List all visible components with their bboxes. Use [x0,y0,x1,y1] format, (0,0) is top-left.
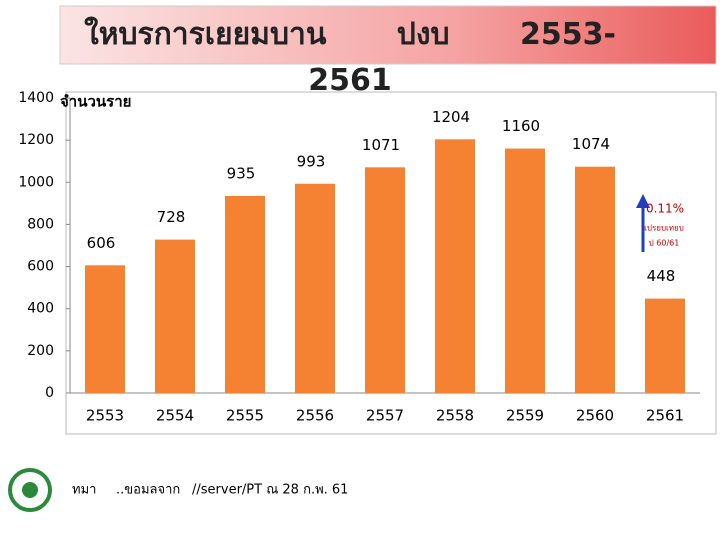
footer-text: ..ขอมลจาก [116,483,180,498]
value-label: 448 [647,267,676,285]
annotation: ป 60/61 [649,239,680,248]
value-label: 728 [157,208,186,226]
y-tick-label: 1000 [18,174,54,190]
bar [155,239,195,393]
bar [505,148,545,393]
x-tick-label: 2558 [436,407,474,425]
x-tick-label: 2554 [156,407,194,425]
bar [85,265,125,393]
annotation: 0.11% [646,202,684,216]
bar [645,298,685,393]
title-banner [59,5,717,65]
x-tick-label: 2559 [506,407,544,425]
bar [575,166,615,393]
footer-text: ทมา [72,483,96,498]
value-label: 606 [87,234,116,252]
bar [295,183,335,393]
x-tick-label: 2560 [576,407,614,425]
y-tick-label: 800 [27,216,54,232]
y-axis-label: จำนวนราย [60,93,131,111]
value-label: 1071 [362,136,400,154]
value-label: 1204 [432,108,470,126]
x-tick-label: 2555 [226,407,264,425]
arrow-head [636,194,650,208]
x-tick-label: 2553 [86,407,124,425]
y-tick-label: 1400 [18,90,54,106]
bar [365,167,405,393]
y-tick-label: 600 [27,259,54,275]
value-label: 1160 [502,117,540,135]
x-tick-label: 2557 [366,407,404,425]
logo-center [22,482,38,498]
footer-text: //server/PT ณ 28 ก.พ. 61 [192,483,348,498]
x-tick-label: 2556 [296,407,334,425]
bar [435,139,475,393]
value-label: 993 [297,152,326,170]
chart-title: ใหบรการเยยมบาน ปงบ 2553-2561 [84,17,616,98]
plot-frame [65,91,717,435]
x-tick-label: 2561 [646,407,684,425]
annotation: เปรยบเทยบ [644,224,684,233]
bar [225,195,265,393]
y-tick-label: 400 [27,301,54,317]
y-tick-label: 0 [45,385,54,401]
y-tick-label: 1200 [18,132,54,148]
value-label: 1074 [572,135,610,153]
value-label: 935 [227,164,256,182]
y-tick-label: 200 [27,343,54,359]
